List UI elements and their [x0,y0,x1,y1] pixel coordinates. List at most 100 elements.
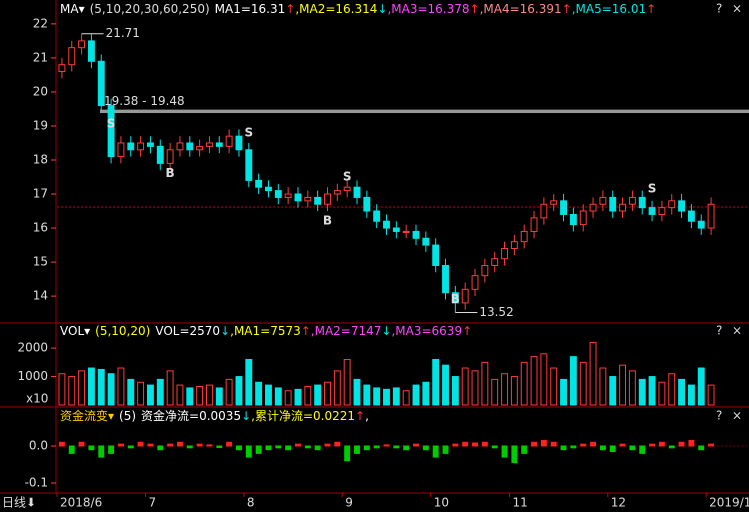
bar [284,390,292,406]
bar [265,445,272,451]
bar [314,445,321,451]
bar [432,445,439,458]
bar [619,364,627,406]
bar [304,445,311,449]
bar [510,376,518,406]
candle-body [284,193,292,198]
header-item: (5) [119,409,136,423]
candle-body [215,142,223,147]
bar [452,443,459,447]
close-icon[interactable]: × [732,409,742,423]
bar [353,378,361,406]
bar [108,445,115,454]
bar [432,358,440,406]
signal-marker: S [107,116,116,130]
bar [472,442,478,447]
bar [708,443,715,447]
candle-body [471,275,479,290]
bar [412,384,420,406]
bar [639,445,646,454]
header-item: MA▾ [60,2,85,16]
x-tick-label: 9 [345,496,353,510]
bar [422,381,430,406]
candle-body [127,142,135,151]
header-item: ↑ [285,2,295,16]
bar [569,356,577,406]
bar [225,378,233,406]
bar [295,443,301,447]
bar [579,361,587,406]
bar [550,441,557,447]
candle-body [569,213,577,226]
close-icon[interactable]: × [732,2,742,16]
help-icon[interactable]: ? [716,409,722,423]
candle-body [628,196,636,205]
bar [167,443,174,447]
bar [324,381,331,406]
candle-body [97,60,105,107]
candle-body [196,145,204,151]
y-tick-label: 18 [33,152,48,166]
bar [668,373,676,406]
candle-body [156,145,164,164]
bar [402,390,410,406]
candle-body [225,135,233,147]
candle-body [294,193,302,202]
bar [245,358,253,406]
y-tick-label: 15 [33,255,48,269]
bar [206,384,213,406]
candle-body [501,247,508,260]
bar [481,441,488,447]
bar [442,364,449,406]
bar [87,367,95,406]
candle-body [245,149,253,181]
bar [196,443,203,447]
y-tick-label: -0.1 [25,476,48,490]
period-label[interactable]: 日线⬇ [2,496,36,510]
bar [707,384,715,406]
candle-body [235,135,243,151]
candle-body [451,292,459,304]
candle-body [255,179,263,188]
candle-body [333,190,341,195]
bar [226,441,233,447]
candle-body [442,264,449,294]
close-icon[interactable]: × [732,324,742,338]
x-tick-label: 12 [611,496,626,510]
bar [531,441,537,447]
bar [589,341,597,406]
bar [698,445,705,451]
bar [107,373,115,406]
bar [530,356,538,406]
bar [363,384,371,406]
bar [521,445,528,454]
bar [609,445,616,453]
bar [403,445,410,451]
bar [344,445,351,462]
bar [658,441,665,447]
bar [127,378,135,406]
x-tick-label: 2018/6 [60,496,102,510]
help-icon[interactable]: ? [716,324,722,338]
candle-body [530,217,538,232]
bar [413,443,419,447]
bar [265,384,272,406]
candle-body [78,40,86,49]
bar [255,381,263,406]
header-item: ↓ [377,2,387,16]
candle-body [678,200,686,212]
y-tick-label: 2000 [17,341,48,355]
header-item: 资金净流=0.0035 [141,408,241,423]
bar [245,445,252,458]
bar [511,445,518,464]
header-item: ↑ [562,2,572,16]
signal-marker: B [451,292,460,306]
help-icon[interactable]: ? [716,2,722,16]
candle-body [314,196,322,205]
bar [98,445,105,458]
candle-body [343,186,351,192]
bar [255,445,262,454]
bar [373,445,380,449]
candle-body [422,237,430,246]
bar [560,445,567,451]
